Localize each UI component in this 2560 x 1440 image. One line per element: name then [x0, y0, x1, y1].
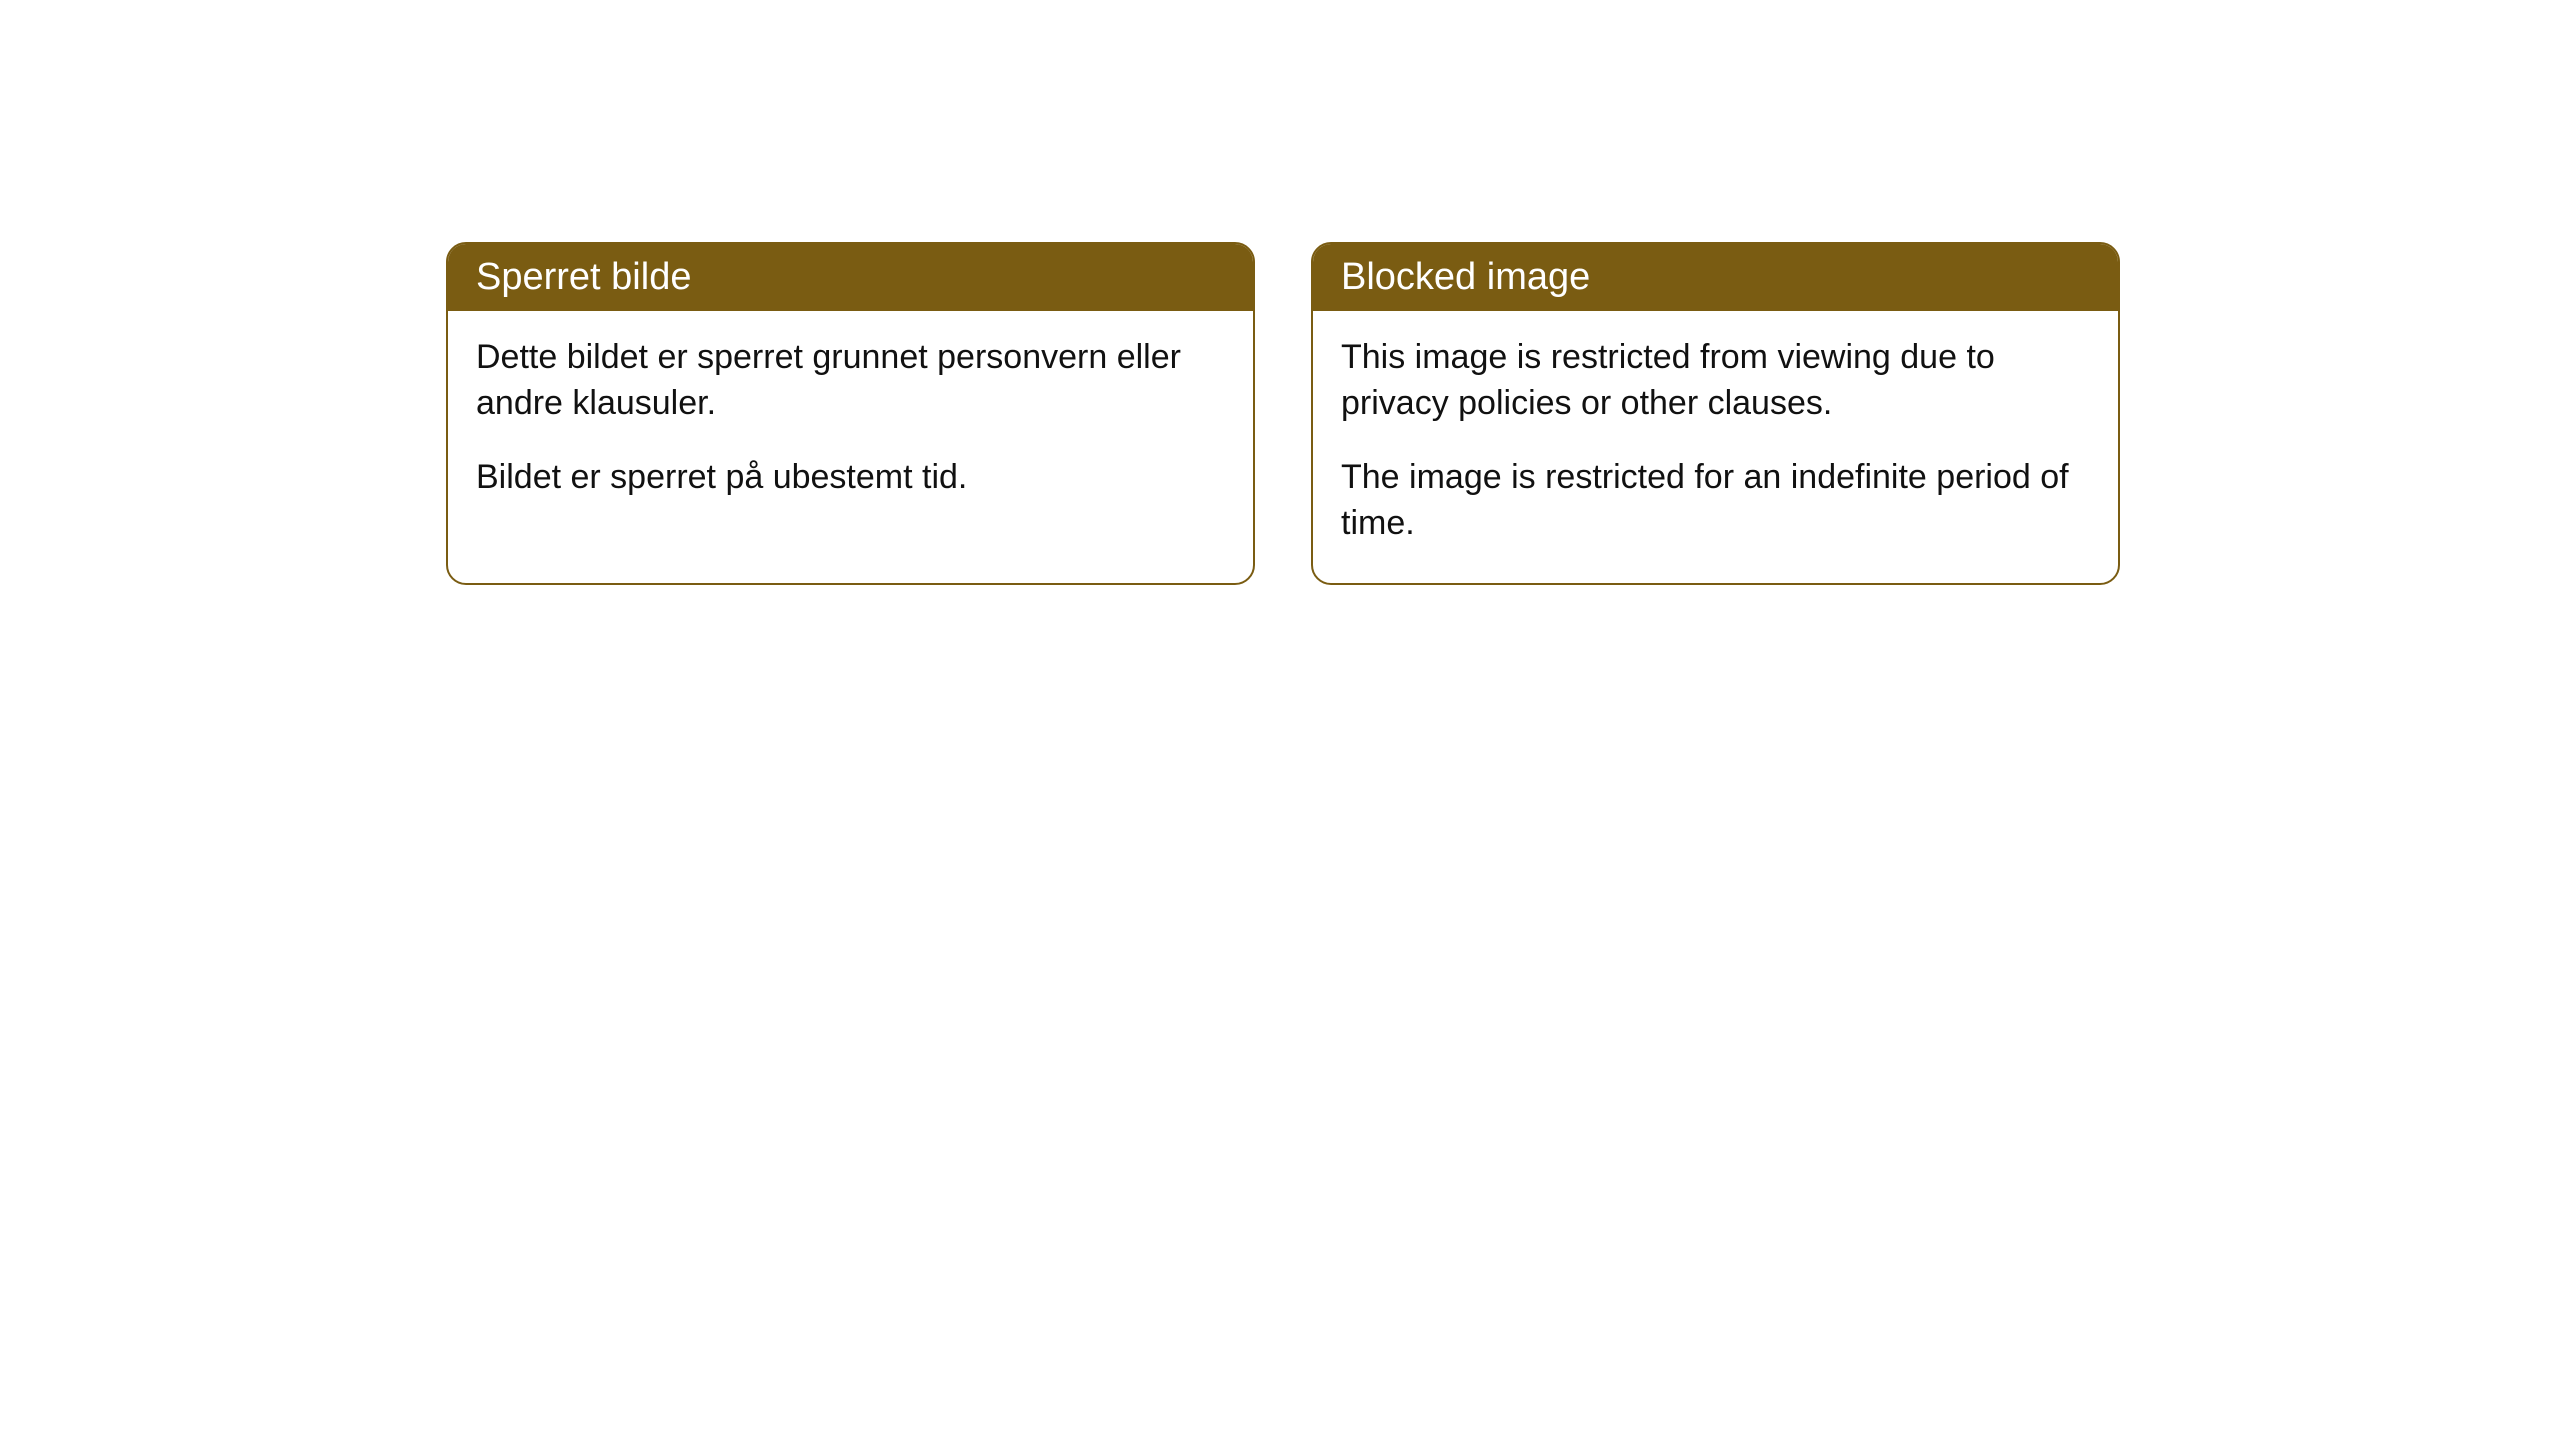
- notice-title: Blocked image: [1341, 256, 1590, 298]
- notice-body: Dette bildet er sperret grunnet personve…: [448, 311, 1253, 537]
- notice-container: Sperret bilde Dette bildet er sperret gr…: [0, 0, 2560, 585]
- notice-paragraph: This image is restricted from viewing du…: [1341, 335, 2090, 427]
- notice-paragraph: Dette bildet er sperret grunnet personve…: [476, 335, 1225, 427]
- notice-card-english: Blocked image This image is restricted f…: [1311, 242, 2120, 585]
- notice-header: Sperret bilde: [448, 244, 1253, 311]
- notice-body: This image is restricted from viewing du…: [1313, 311, 2118, 583]
- notice-paragraph: Bildet er sperret på ubestemt tid.: [476, 455, 1225, 501]
- notice-header: Blocked image: [1313, 244, 2118, 311]
- notice-paragraph: The image is restricted for an indefinit…: [1341, 455, 2090, 547]
- notice-card-norwegian: Sperret bilde Dette bildet er sperret gr…: [446, 242, 1255, 585]
- notice-title: Sperret bilde: [476, 256, 691, 298]
